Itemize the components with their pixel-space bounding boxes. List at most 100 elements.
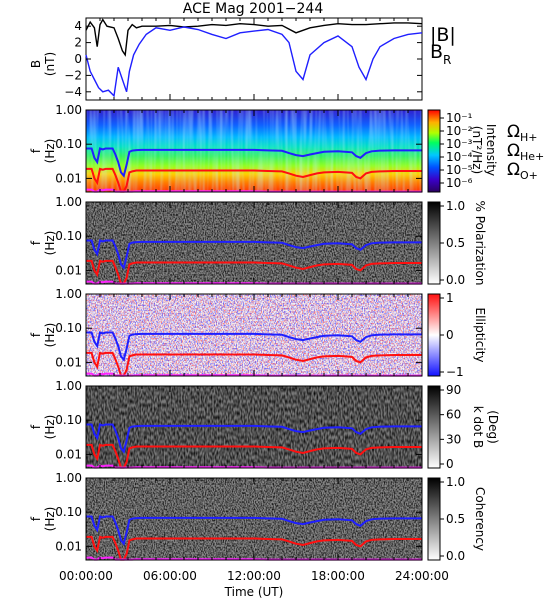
gyro-line-h-plus [86, 239, 422, 270]
y-tick-label: 0.10 [55, 413, 82, 427]
y-tick-label: 0.10 [55, 137, 82, 151]
y-tick-label: −4 [64, 85, 82, 99]
x-tick-label: 00:00:00 [59, 569, 113, 583]
y-tick-label: 0.01 [55, 263, 82, 277]
legend-b-total: |B| [430, 24, 456, 46]
ellipticity-blue-texture [86, 294, 422, 376]
colorbar-label: Intensity [484, 124, 498, 176]
legend-omega-oplus: ΩO+ [507, 160, 538, 182]
colorbar-label: % Polarization [473, 201, 487, 286]
colorbar-polarization [427, 201, 441, 285]
colorbar-tick-label: 0.0 [446, 549, 465, 563]
colorbar-ticks: 10⁻¹10⁻²10⁻³10⁻⁴10⁻⁵10⁻⁶ [440, 111, 473, 190]
y-tick-label: 0.10 [55, 229, 82, 243]
y-axis-label: B [29, 60, 43, 68]
y-axis-unit: (Hz) [43, 139, 57, 164]
y-axis-label: f [29, 148, 43, 153]
gyro-line-h-plus [86, 147, 422, 178]
colorbar-tick-label: 0 [446, 457, 454, 471]
y-tick-label: 4 [74, 19, 82, 33]
gyro-line-h-plus [86, 515, 422, 546]
plot-frame [85, 17, 423, 101]
y-axis-unit: (Hz) [43, 323, 57, 348]
y-tick-label: −2 [64, 68, 82, 82]
colorbar-tick-label: 1 [446, 291, 454, 305]
y-axis-label: f [29, 516, 43, 521]
frequency-axes: 1.000.100.01f (Hz)1.000.100.01f (Hz)1.000.… [29, 103, 422, 553]
y-axis-label: f [29, 424, 43, 429]
colorbar-label: Ellipticity [473, 308, 487, 363]
ion-gyrofrequency-legend: ΩH+ΩHe+ΩO+ [507, 122, 544, 182]
colorbar-tick-label: 90 [446, 383, 461, 397]
panel-intensity: 10⁻¹10⁻²10⁻³10⁻⁴10⁻⁵10⁻⁶ Intensity (nT²/… [85, 109, 544, 193]
colorbar-tick-label: 0.5 [446, 236, 465, 250]
k-dot-b-texture [86, 386, 422, 468]
gyro-line-he-plus [86, 351, 422, 377]
colorbar-tick-label: 0 [446, 328, 454, 342]
y-tick-label: 1.00 [55, 471, 82, 485]
y-ticks: 4 2 0 −2 −4 [64, 19, 422, 99]
y-tick-label: 0.01 [55, 355, 82, 369]
y-tick-label: 1.00 [55, 287, 82, 301]
colorbar-tick-label: 1.0 [446, 475, 465, 489]
y-tick-label: 1.00 [55, 195, 82, 209]
colorbar-tick-label: 1.0 [446, 199, 465, 213]
colorbar-k-dot-b [427, 385, 441, 469]
legend-b-r: BR [430, 41, 451, 67]
y-axis-label: f [29, 332, 43, 337]
legend-omega-heplus: ΩHe+ [507, 141, 544, 163]
y-tick-label: 0 [74, 52, 82, 66]
colorbar-tick-label: −1 [446, 365, 464, 379]
colorbar-tick-label: 0.5 [446, 512, 465, 526]
colorbar-tick-label: 10⁻⁶ [446, 176, 473, 190]
colorbar-tick-label: 10⁻³ [446, 137, 473, 151]
panel-polarization: 1.0 0.5 0.0 % Polarization [85, 199, 487, 287]
panel-magnetic-field: 4 2 0 −2 −4 B (nT) |B| BR [29, 17, 456, 101]
colorbar-ticks: 1 0 −1 [440, 291, 464, 379]
y-tick-label: 0.10 [55, 321, 82, 335]
y-tick-label: 0.01 [55, 447, 82, 461]
colorbar-unit: (Deg) [486, 410, 500, 444]
colorbar-ticks: 90 60 30 0 [440, 383, 461, 471]
y-axis-unit: (Hz) [43, 415, 57, 440]
field-series [85, 18, 423, 98]
gyro-line-he-plus [86, 535, 422, 561]
x-tick-label: 12:00:00 [227, 569, 281, 583]
colorbar-tick-label: 60 [446, 408, 461, 422]
colorbar-tick-label: 10⁻² [446, 124, 473, 138]
colorbar-tick-label: 10⁻⁴ [446, 150, 473, 164]
series-line-b-r [85, 26, 423, 98]
colorbar-ellipticity [427, 293, 441, 377]
legend-omega-hplus: ΩH+ [507, 122, 538, 144]
y-tick-label: 2 [74, 36, 82, 50]
x-tick-label: 18:00:00 [311, 569, 365, 583]
colorbar-tick-label: 10⁻¹ [446, 111, 473, 125]
colorbar-unit: (nT²/Hz) [470, 126, 484, 174]
y-tick-label: 1.00 [55, 379, 82, 393]
intensity-texture [86, 110, 422, 192]
y-axis-unit: (Hz) [43, 507, 57, 532]
colorbar-intensity [427, 109, 441, 193]
x-tick-label: 06:00:00 [143, 569, 197, 583]
y-tick-label: 0.01 [55, 171, 82, 185]
x-tick-label: 24:00:00 [395, 569, 449, 583]
y-axis-unit: (nT) [43, 52, 57, 76]
figure-title: ACE Mag 2001−244 [183, 1, 324, 17]
polarization-texture [86, 202, 422, 284]
gyro-line-he-plus [86, 167, 422, 193]
colorbar-tick-label: 30 [446, 432, 461, 446]
y-axis-label: f [29, 240, 43, 245]
colorbar-coherency [427, 477, 441, 561]
colorbar-ticks: 1.0 0.5 0.0 [440, 475, 465, 563]
gyro-line-h-plus [86, 423, 422, 454]
gyro-line-h-plus [86, 331, 422, 362]
y-axis-unit: (Hz) [43, 231, 57, 256]
coherency-texture [86, 478, 422, 560]
colorbar-label: k dot B [471, 406, 485, 448]
y-tick-label: 0.10 [55, 505, 82, 519]
colorbar-tick-label: 0.0 [446, 273, 465, 287]
gyro-line-he-plus [86, 259, 422, 285]
gyro-line-he-plus [86, 443, 422, 469]
time-axis: 00:00:00 06:00:00 12:00:00 18:00:00 24:00:00 [59, 18, 449, 583]
